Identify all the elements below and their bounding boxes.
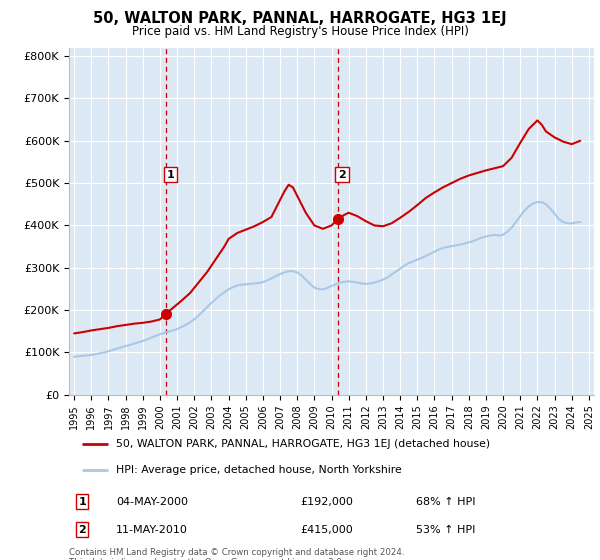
Text: 68% ↑ HPI: 68% ↑ HPI [415,497,475,507]
Text: HPI: Average price, detached house, North Yorkshire: HPI: Average price, detached house, Nort… [116,465,402,475]
Text: 2: 2 [338,170,346,180]
Text: 50, WALTON PARK, PANNAL, HARROGATE, HG3 1EJ (detached house): 50, WALTON PARK, PANNAL, HARROGATE, HG3 … [116,439,490,449]
Text: £192,000: £192,000 [300,497,353,507]
Text: Contains HM Land Registry data © Crown copyright and database right 2024.
This d: Contains HM Land Registry data © Crown c… [69,548,404,560]
Text: 04-MAY-2000: 04-MAY-2000 [116,497,188,507]
Text: £415,000: £415,000 [300,525,353,535]
Text: 1: 1 [167,170,175,180]
Text: 11-MAY-2010: 11-MAY-2010 [116,525,188,535]
Text: 1: 1 [78,497,86,507]
Text: 50, WALTON PARK, PANNAL, HARROGATE, HG3 1EJ: 50, WALTON PARK, PANNAL, HARROGATE, HG3 … [93,11,507,26]
Text: 2: 2 [78,525,86,535]
Text: 53% ↑ HPI: 53% ↑ HPI [415,525,475,535]
Text: Price paid vs. HM Land Registry's House Price Index (HPI): Price paid vs. HM Land Registry's House … [131,25,469,38]
